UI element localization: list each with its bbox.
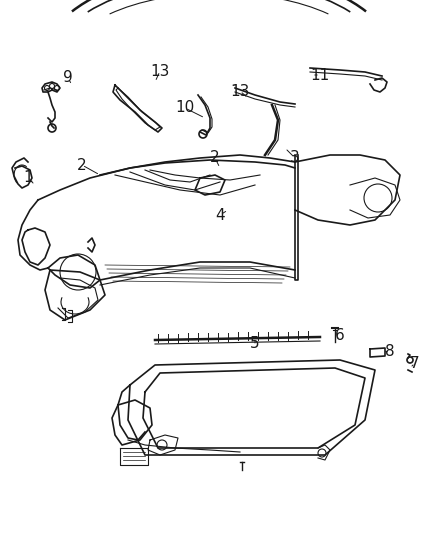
Text: 9: 9: [63, 70, 73, 85]
Text: 3: 3: [290, 150, 300, 166]
Text: 13: 13: [230, 84, 250, 99]
Text: 6: 6: [335, 328, 345, 343]
Text: 8: 8: [385, 343, 395, 359]
Text: 4: 4: [215, 207, 225, 222]
Text: 2: 2: [77, 157, 87, 173]
Text: 5: 5: [250, 335, 260, 351]
Text: 1: 1: [23, 171, 33, 185]
Text: 7: 7: [410, 356, 420, 370]
Text: 11: 11: [311, 68, 330, 83]
Text: 10: 10: [175, 101, 194, 116]
Text: 13: 13: [150, 63, 170, 78]
Text: 2: 2: [210, 150, 220, 166]
